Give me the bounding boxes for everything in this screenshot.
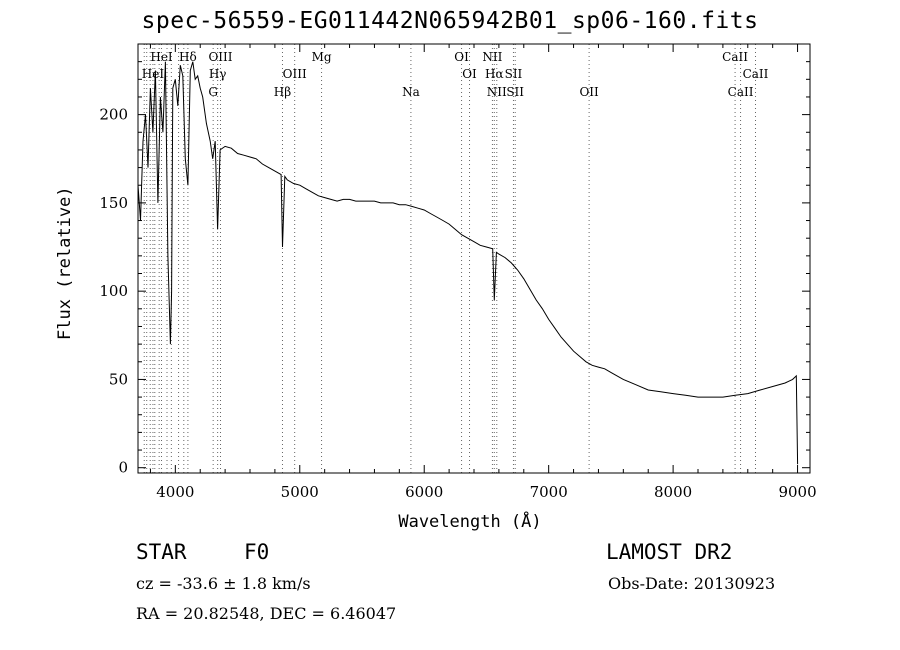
line-label: Hβ xyxy=(274,85,291,99)
line-label: SII xyxy=(506,85,524,99)
y-tick-label: 50 xyxy=(109,370,128,388)
y-tick-label: 150 xyxy=(99,194,128,212)
plot-frame xyxy=(137,43,811,474)
chart-title: spec-56559-EG011442N065942B01_sp06-160.f… xyxy=(141,8,759,34)
x-axis-ticks: 4000 5000 6000 7000 8000 9000 xyxy=(149,44,817,501)
spectrum-series-line xyxy=(137,61,799,465)
line-label: OIII xyxy=(283,67,307,81)
emission-line-markers xyxy=(143,44,756,473)
line-label: OI xyxy=(454,50,469,64)
line-label: NII xyxy=(482,50,502,64)
line-label: Hα xyxy=(485,67,504,81)
y-tick-label: 0 xyxy=(118,459,128,477)
x-tick-label: 9000 xyxy=(778,483,816,501)
line-label: HeI xyxy=(142,67,165,81)
spectral-subclass: F0 xyxy=(244,540,270,564)
y-tick-label: 100 xyxy=(99,282,128,300)
x-tick-label: 5000 xyxy=(281,483,319,501)
line-label: OII xyxy=(579,85,599,99)
line-label: Hγ xyxy=(209,67,227,81)
x-tick-label: 4000 xyxy=(156,483,194,501)
line-label: CaII xyxy=(722,50,748,64)
emission-line-labels: HeI Hδ OIII Mg OI NII CaII HeI Hγ OIII OI Hα SII CaII… xyxy=(142,50,769,99)
line-label: OI xyxy=(462,67,477,81)
redshift-velocity: cz = -33.6 ± 1.8 km/s xyxy=(136,574,311,593)
line-label: OIII xyxy=(208,50,232,64)
line-label: NII xyxy=(487,85,507,99)
line-label: HeI xyxy=(150,50,173,64)
x-axis-label: Wavelength (Å) xyxy=(398,512,542,532)
line-label: Na xyxy=(402,85,420,99)
line-label: SII xyxy=(505,67,523,81)
x-tick-label: 8000 xyxy=(654,483,692,501)
line-label: CaII xyxy=(728,85,754,99)
x-tick-label: 7000 xyxy=(530,483,568,501)
survey-name: LAMOST DR2 xyxy=(606,540,733,564)
object-class: STAR xyxy=(136,540,187,564)
line-label: CaII xyxy=(743,67,769,81)
y-axis-label: Flux (relative) xyxy=(55,186,75,340)
x-tick-label: 6000 xyxy=(405,483,443,501)
line-label: Mg xyxy=(312,50,332,64)
observation-date: Obs-Date: 20130923 xyxy=(608,574,776,593)
y-tick-label: 200 xyxy=(99,106,128,124)
coordinates: RA = 20.82548, DEC = 6.46047 xyxy=(136,604,397,623)
y-axis-ticks: 0 50 100 150 200 xyxy=(99,61,810,477)
line-label: Hδ xyxy=(179,50,197,64)
line-label: G xyxy=(208,85,218,99)
